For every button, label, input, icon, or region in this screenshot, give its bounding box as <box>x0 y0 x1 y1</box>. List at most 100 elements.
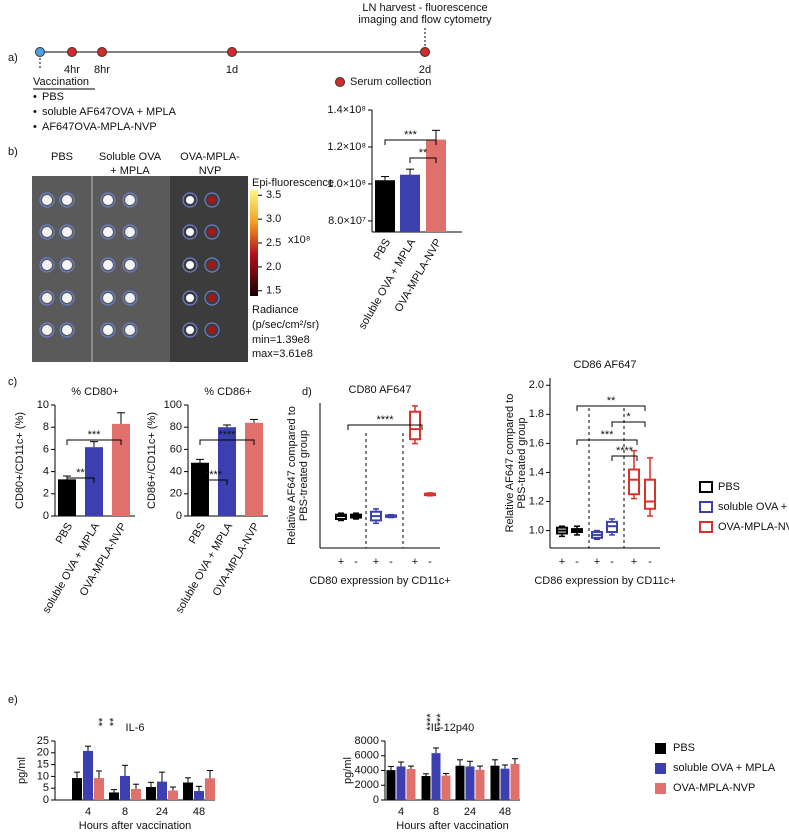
ln-spot <box>42 227 52 237</box>
column-label: PBS <box>51 151 73 163</box>
x-tick-label: 24 <box>156 806 168 818</box>
x-tick-label: PBS <box>54 521 75 546</box>
timepoint-label: 2d <box>419 64 431 76</box>
ln-ring <box>100 192 116 208</box>
ln-ring <box>204 192 220 208</box>
x-tick-label: PBS <box>372 237 393 262</box>
y-tick-label: 40 <box>170 466 182 478</box>
ln-ring <box>122 322 138 338</box>
chart-title: % CD86+ <box>204 386 251 398</box>
x-tick-label: - <box>610 556 614 568</box>
image-region <box>170 176 248 362</box>
ln-spot <box>103 325 113 335</box>
bar <box>455 765 465 800</box>
bar <box>94 778 104 800</box>
ln-spot <box>62 227 72 237</box>
y-tick-label: 10 <box>37 770 49 782</box>
y-tick-label: 1.2 <box>529 495 544 507</box>
group-item: soluble AF647OVA + MPLA <box>42 106 177 118</box>
y-tick-label: 4000 <box>355 764 379 776</box>
box <box>644 478 656 510</box>
ln-spot <box>62 325 72 335</box>
ln-ring <box>100 224 116 240</box>
y-tick-label: 1.8 <box>529 408 544 420</box>
x-tick-label: 48 <box>499 806 511 818</box>
y-tick-label: 20 <box>170 488 182 500</box>
colorbar-tick-label: 2.5 <box>266 237 281 249</box>
legend-label: PBS <box>673 742 695 754</box>
timepoint-label: 8hr <box>94 64 110 76</box>
ln-spot <box>186 294 194 302</box>
ln-spot <box>186 228 194 236</box>
ln-ring <box>182 224 198 240</box>
timeline-start <box>35 47 45 57</box>
significance-label: **** <box>616 445 634 457</box>
bullet: • <box>33 106 37 118</box>
ln-spot <box>208 228 216 236</box>
y-tick-label: 6000 <box>355 750 379 762</box>
colorbar-tick-label: 3.0 <box>266 213 281 225</box>
ln-ring <box>39 192 55 208</box>
y-tick-label: 1.0×10⁸ <box>327 178 366 190</box>
y-tick-label: 0 <box>43 794 49 806</box>
chart-title: CD80 AF647 <box>349 384 412 396</box>
significance-label: ** <box>108 717 120 726</box>
column-label: + MPLA <box>110 165 150 177</box>
significance-label: *** <box>88 429 102 441</box>
ln-ring <box>204 322 220 338</box>
legend-swatch <box>699 521 713 533</box>
x-axis-label: Hours after vaccination <box>396 820 509 832</box>
ln-ring <box>39 322 55 338</box>
significance-label: * <box>626 411 631 423</box>
panel-label: d) <box>302 386 312 398</box>
ln-ring <box>100 322 116 338</box>
bar <box>421 776 431 800</box>
significance-bracket <box>199 479 228 485</box>
bar <box>58 479 76 516</box>
x-tick-label: + <box>373 556 379 568</box>
ln-ring <box>100 257 116 273</box>
panel-label: c) <box>8 376 17 388</box>
bar <box>205 778 215 800</box>
x-axis-label: CD86 expression by CD11c+ <box>534 575 675 587</box>
chart-title: IL-6 <box>126 722 145 734</box>
y-tick-label: 0 <box>43 510 49 522</box>
bar <box>120 775 130 800</box>
bar <box>465 766 475 800</box>
bar <box>194 791 204 800</box>
ln-ring <box>59 224 75 240</box>
ln-spot <box>186 326 194 334</box>
x-tick-label: + <box>338 556 344 568</box>
x-axis-label: CD80 expression by CD11c+ <box>309 575 450 587</box>
y-axis-label: CD80+/CD11c+ (%) <box>14 412 26 509</box>
timepoint-label: 4hr <box>64 64 80 76</box>
group-item: AF647OVA-MPLA-NVP <box>42 121 157 133</box>
legend-label: PBS <box>718 481 740 493</box>
y-tick-label: 2 <box>43 488 49 500</box>
significance-bracket <box>576 439 638 445</box>
ln-spot <box>103 227 113 237</box>
significance-bracket <box>347 424 423 430</box>
ln-spot <box>208 294 216 302</box>
colorbar <box>250 190 258 296</box>
significance-label: *** <box>601 429 615 441</box>
colorbar-tick-label: 3.5 <box>266 189 281 201</box>
colorbar-title: Epi-fluorescence <box>252 177 334 189</box>
bar <box>375 180 395 232</box>
x-tick-label: 8 <box>433 806 439 818</box>
ln-ring <box>182 257 198 273</box>
ln-spot <box>208 326 216 334</box>
y-tick-label: 2000 <box>355 779 379 791</box>
y-tick-label: 4 <box>43 466 49 478</box>
bar <box>218 427 236 516</box>
significance-bracket <box>66 477 95 483</box>
x-tick-label: - <box>389 556 393 568</box>
y-tick-label: 8000 <box>355 735 379 747</box>
legend-label: soluble OVA + MPLA <box>673 762 776 774</box>
y-tick-label: 1.0 <box>529 524 544 536</box>
ln-spot <box>42 325 52 335</box>
y-tick-label: 100 <box>164 399 182 411</box>
y-tick-label: 5 <box>43 782 49 794</box>
bar <box>245 422 263 516</box>
